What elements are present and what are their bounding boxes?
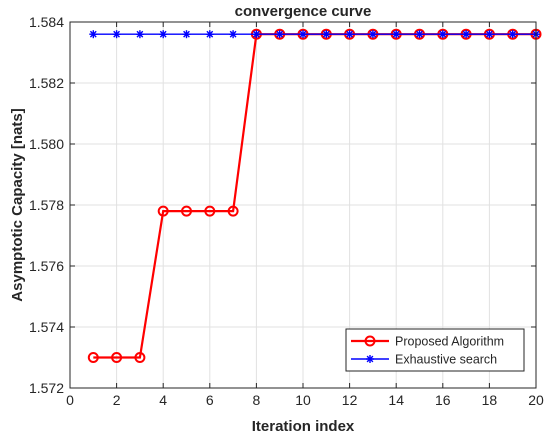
series-layer bbox=[87, 28, 542, 363]
chart-title: convergence curve bbox=[235, 3, 372, 20]
data-point bbox=[204, 205, 216, 217]
legend-label: Proposed Algorithm bbox=[395, 335, 504, 349]
x-tick-label: 12 bbox=[342, 392, 358, 408]
data-point bbox=[415, 30, 424, 39]
series-proposed-algorithm bbox=[87, 28, 542, 363]
y-tick-label: 1.576 bbox=[29, 258, 64, 274]
data-point bbox=[462, 30, 471, 39]
data-point bbox=[368, 30, 377, 39]
data-point bbox=[392, 30, 401, 39]
x-tick-label: 2 bbox=[113, 392, 121, 408]
tick-layer: 0 2 4 6 8 10 12 14 16 18 20 1.572 1.574 1.576 1.578 1.5… bbox=[29, 14, 544, 408]
y-tick-label: 1.584 bbox=[29, 14, 64, 30]
y-tick-label: 1.580 bbox=[29, 136, 64, 152]
legend-box bbox=[345, 328, 525, 372]
series-exhaustive-search bbox=[89, 30, 540, 39]
y-tick-label: 1.578 bbox=[29, 197, 64, 213]
legend-marker bbox=[364, 335, 376, 347]
y-tick-label: 1.574 bbox=[29, 319, 64, 335]
data-point bbox=[157, 205, 169, 217]
x-tick-label: 18 bbox=[482, 392, 498, 408]
data-point bbox=[111, 352, 123, 363]
legend: Proposed Algorithm Exhaustive search bbox=[345, 328, 525, 372]
data-point bbox=[205, 30, 214, 39]
data-point bbox=[252, 30, 261, 39]
x-tick-label: 6 bbox=[206, 392, 214, 408]
data-point bbox=[227, 205, 239, 217]
x-tick-label: 14 bbox=[388, 392, 404, 408]
legend-label: Exhaustive search bbox=[395, 353, 497, 367]
x-tick-label: 20 bbox=[528, 392, 544, 408]
data-point bbox=[89, 30, 98, 39]
x-axis-title: Iteration index bbox=[252, 418, 355, 435]
data-point bbox=[438, 30, 447, 39]
legend-entry: Exhaustive search bbox=[351, 353, 497, 367]
x-tick-label: 8 bbox=[253, 392, 261, 408]
data-point bbox=[112, 30, 121, 39]
data-point bbox=[87, 352, 99, 363]
data-point bbox=[134, 352, 146, 363]
data-point bbox=[135, 30, 144, 39]
y-axis-title: Asymptotic Capacity [nats] bbox=[9, 108, 26, 301]
legend-entry: Proposed Algorithm bbox=[351, 335, 504, 349]
x-tick-label: 16 bbox=[435, 392, 451, 408]
data-point bbox=[275, 30, 284, 39]
x-tick-label: 4 bbox=[159, 392, 167, 408]
data-point bbox=[159, 30, 168, 39]
data-point bbox=[229, 30, 238, 39]
data-point bbox=[345, 30, 354, 39]
y-tick-label: 1.582 bbox=[29, 75, 64, 91]
data-point bbox=[182, 30, 191, 39]
legend-marker bbox=[366, 355, 374, 363]
data-point bbox=[485, 30, 494, 39]
data-point bbox=[508, 30, 517, 39]
data-point bbox=[299, 30, 307, 39]
data-point bbox=[181, 205, 192, 217]
data-point bbox=[322, 30, 331, 39]
x-tick-label: 0 bbox=[66, 392, 74, 408]
grid-layer bbox=[70, 22, 536, 388]
y-tick-label: 1.572 bbox=[29, 380, 64, 396]
x-tick-label: 10 bbox=[295, 392, 311, 408]
